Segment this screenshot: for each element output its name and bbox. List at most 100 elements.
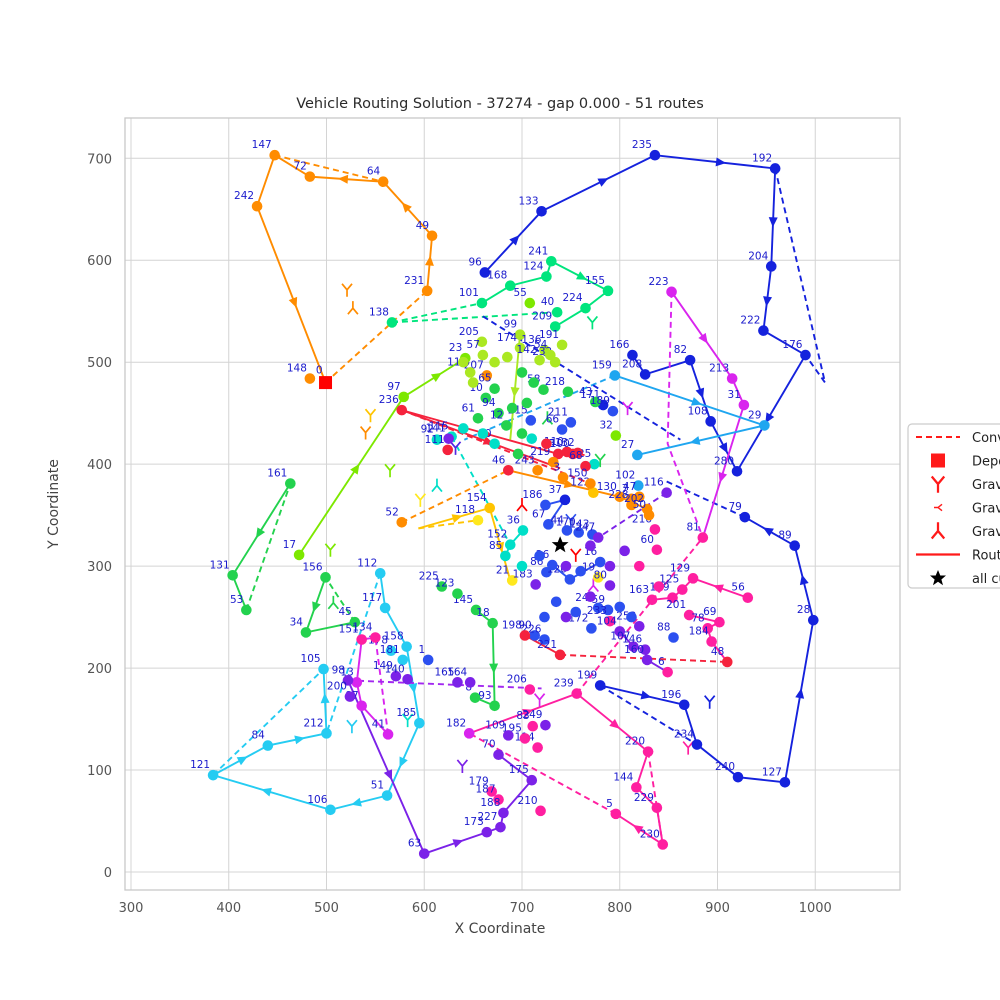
customer-node — [514, 329, 526, 340]
node-label: 280 — [714, 455, 734, 467]
customer-node — [627, 349, 638, 361]
customer-node — [398, 391, 410, 403]
route-arrow — [698, 332, 708, 344]
customer-node — [677, 584, 688, 595]
node-label: 173 — [464, 816, 484, 828]
node-label: 88 — [657, 621, 670, 633]
gravity-center-icon — [324, 543, 337, 557]
customer-node — [714, 616, 725, 628]
route-line — [401, 409, 561, 470]
route-arrow — [762, 527, 774, 537]
node-label: 213 — [709, 363, 729, 375]
customer-node — [538, 384, 549, 396]
customer-node — [506, 575, 518, 586]
route-line-dashed — [391, 311, 558, 324]
customer-node — [304, 171, 316, 182]
customer-node — [800, 349, 811, 361]
customer-node — [554, 649, 566, 661]
node-label: 64 — [367, 166, 381, 178]
customer-node — [506, 402, 518, 414]
customer-node — [550, 596, 562, 608]
node-label: 184 — [689, 626, 709, 638]
route-arrow — [320, 693, 330, 704]
node-label: 202 — [624, 493, 644, 505]
customer-node — [571, 688, 583, 699]
node-label: 183 — [513, 568, 533, 580]
node-label: 17 — [283, 539, 296, 551]
node-label: 12 — [490, 409, 503, 421]
customer-node — [503, 730, 514, 741]
node-label: 249 — [522, 709, 542, 721]
route-arrow — [312, 601, 321, 613]
legend-star-icon — [930, 570, 946, 586]
customer-node — [382, 729, 394, 740]
customer-node — [524, 297, 536, 309]
route-arrow — [337, 174, 349, 184]
customer-node — [619, 545, 630, 557]
x-tick-label: 300 — [119, 901, 144, 916]
customer-node — [552, 448, 564, 460]
route-arrow — [765, 412, 775, 424]
node-label: 104 — [597, 615, 617, 627]
route-line-dashed — [666, 480, 746, 519]
gravity-center-icon — [594, 453, 606, 468]
node-label: 78 — [691, 612, 704, 624]
node-label: 49 — [416, 220, 429, 232]
node-label: 129 — [670, 562, 690, 574]
route-line-dashed — [418, 519, 479, 530]
node-label: 174 — [497, 332, 517, 344]
customer-node — [386, 317, 398, 328]
customer-node — [556, 339, 568, 351]
customer-node — [626, 499, 637, 511]
customer-node — [570, 606, 582, 618]
node-label: 99 — [504, 319, 517, 331]
route-arrow — [408, 683, 418, 694]
y-tick-label: 500 — [87, 356, 112, 371]
customer-node — [486, 786, 497, 797]
customer-node — [807, 614, 819, 626]
node-label: 101 — [459, 287, 479, 299]
node-label: 50 — [633, 499, 646, 511]
node-label: 69 — [703, 606, 716, 618]
customer-node — [418, 848, 430, 859]
gravity-center-icon — [347, 301, 359, 315]
route-line-dashed — [391, 302, 483, 324]
legend-label: Depot — [972, 455, 1000, 470]
customer-node — [560, 560, 572, 572]
customer-node — [565, 417, 577, 428]
customer-node — [320, 572, 331, 583]
customer-node — [396, 404, 408, 416]
customer-node — [592, 602, 604, 614]
customer-node — [370, 632, 381, 643]
customer-node — [573, 527, 584, 538]
route-arrow — [799, 574, 809, 586]
node-label: 44 — [551, 514, 565, 526]
customer-node — [609, 370, 621, 381]
customer-node — [614, 491, 626, 503]
node-label: 163 — [629, 584, 649, 596]
node-label: 106 — [307, 794, 327, 806]
customer-node — [633, 480, 644, 491]
route-arrow — [288, 296, 298, 308]
customer-node — [396, 516, 408, 528]
route-arrow — [383, 769, 393, 781]
node-label: 233 — [587, 605, 607, 617]
node-label: 212 — [303, 717, 323, 729]
node-label: 241 — [528, 245, 548, 257]
customer-node — [241, 604, 252, 616]
node-label: 37 — [549, 484, 562, 496]
customer-node — [526, 433, 538, 444]
customer-node — [541, 438, 552, 450]
node-label: 6 — [658, 656, 665, 668]
customer-node — [572, 447, 584, 459]
customer-node — [500, 550, 511, 562]
node-label: 67 — [532, 508, 545, 520]
route-arrow — [763, 296, 773, 307]
customer-node — [481, 370, 493, 381]
customer-node — [614, 601, 626, 613]
customer-node — [668, 632, 679, 643]
legend-depot-icon — [931, 453, 945, 468]
node-label: 89 — [778, 530, 791, 542]
customer-node — [549, 321, 561, 332]
gravity-center-icon — [533, 693, 546, 707]
